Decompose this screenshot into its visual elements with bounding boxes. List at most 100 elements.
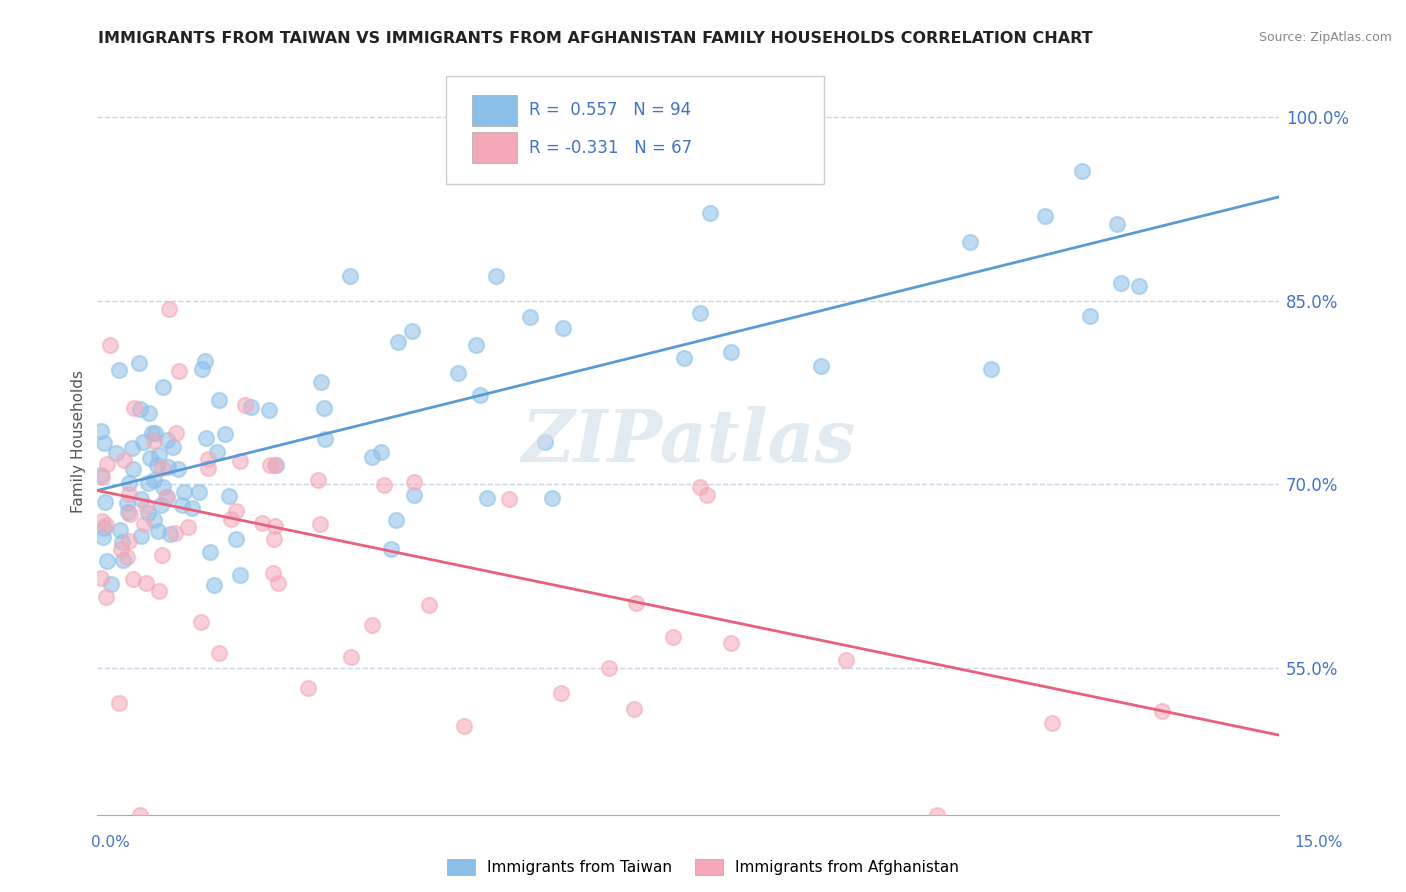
Point (172, 498, 194, 512)
Point (136, 476, 159, 491)
Point (370, 445, 392, 459)
Point (111, 535, 134, 549)
Point (146, 458, 169, 472)
Point (541, 491, 564, 505)
Point (380, 541, 402, 556)
Point (361, 617, 384, 632)
Point (143, 513, 166, 527)
Text: 15.0%: 15.0% (1295, 836, 1343, 850)
Point (534, 434, 557, 449)
Point (1109, 276, 1132, 290)
FancyBboxPatch shape (446, 76, 824, 184)
Text: R =  0.557   N = 94: R = 0.557 N = 94 (529, 102, 690, 120)
Point (139, 451, 162, 466)
Point (404, 475, 426, 489)
Point (373, 478, 395, 492)
Point (262, 566, 284, 580)
Point (339, 268, 361, 283)
Point (387, 335, 409, 350)
Point (118, 487, 141, 501)
Point (696, 488, 718, 502)
Point (475, 491, 498, 506)
Point (121, 572, 143, 586)
Point (115, 496, 138, 510)
Point (689, 306, 711, 320)
Point (111, 552, 134, 566)
Point (197, 451, 219, 466)
Point (927, 807, 949, 822)
Point (181, 501, 204, 516)
Point (118, 476, 141, 491)
Point (105, 446, 128, 460)
Point (91, 530, 114, 544)
Point (150, 499, 173, 513)
Point (90, 571, 112, 585)
Point (312, 401, 335, 415)
Point (208, 393, 231, 408)
Point (207, 445, 229, 459)
Point (468, 387, 491, 401)
Point (259, 458, 281, 472)
Point (1150, 704, 1173, 718)
Point (162, 440, 184, 454)
Point (136, 506, 159, 520)
Point (297, 681, 319, 695)
Point (155, 490, 177, 504)
Point (173, 484, 195, 499)
FancyBboxPatch shape (472, 95, 517, 126)
Point (720, 636, 742, 650)
Point (96, 457, 118, 471)
Point (91, 514, 114, 528)
Legend: Immigrants from Taiwan, Immigrants from Afghanistan: Immigrants from Taiwan, Immigrants from … (443, 855, 963, 880)
Point (93, 436, 115, 450)
Point (453, 719, 475, 733)
Point (157, 302, 180, 317)
Point (225, 503, 247, 517)
Point (94, 517, 117, 532)
Point (598, 660, 620, 674)
Point (90, 424, 112, 438)
Point (673, 351, 696, 365)
Point (447, 366, 470, 380)
Point (307, 473, 329, 487)
Point (980, 362, 1002, 376)
Point (623, 702, 645, 716)
Point (156, 460, 179, 475)
Point (115, 549, 138, 564)
Point (146, 524, 169, 538)
Point (135, 499, 157, 513)
Point (1105, 217, 1128, 231)
Y-axis label: Family Households: Family Households (72, 370, 86, 513)
Point (132, 517, 155, 532)
Point (233, 398, 256, 412)
Point (264, 458, 287, 472)
Point (1128, 279, 1150, 293)
Point (190, 615, 212, 629)
Point (553, 321, 575, 335)
Point (360, 450, 382, 464)
Point (110, 541, 132, 556)
Point (93, 521, 115, 535)
Point (959, 235, 981, 249)
Point (143, 473, 166, 487)
Point (218, 489, 240, 503)
Point (143, 434, 166, 449)
Point (108, 696, 131, 710)
Text: Source: ZipAtlas.com: Source: ZipAtlas.com (1258, 31, 1392, 45)
Point (197, 461, 219, 475)
Text: R = -0.331   N = 67: R = -0.331 N = 67 (529, 138, 692, 157)
Point (259, 402, 281, 417)
Point (108, 523, 131, 537)
Point (207, 646, 229, 660)
Point (156, 491, 179, 505)
Point (94, 494, 117, 508)
Point (464, 338, 486, 352)
Point (129, 807, 152, 822)
Point (141, 425, 163, 440)
Point (264, 458, 287, 472)
Point (152, 480, 174, 494)
Point (250, 516, 273, 531)
Text: ZIPatlas: ZIPatlas (522, 406, 855, 477)
Point (810, 359, 832, 373)
Point (384, 513, 406, 527)
